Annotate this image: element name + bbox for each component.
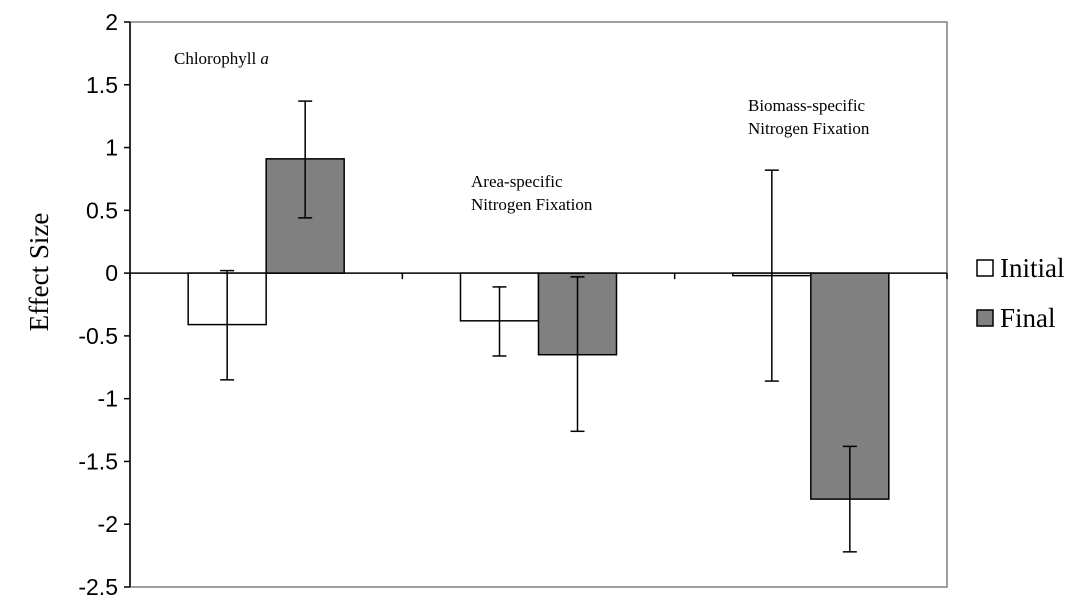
- error-bar-initial-2: [492, 286, 507, 357]
- error-bar-initial-1: [220, 269, 235, 381]
- annotation-1: Chlorophyll a: [174, 49, 269, 68]
- y-tick-label: 1: [105, 135, 118, 161]
- y-tick-label: 0: [105, 260, 118, 286]
- y-axis-label: Effect Size: [24, 213, 54, 332]
- y-tick-label: -2: [98, 511, 118, 537]
- y-tick-label: -2.5: [78, 574, 118, 600]
- y-tick-label: 1.5: [86, 72, 118, 98]
- legend-swatch: [976, 309, 994, 327]
- legend-swatch: [976, 259, 994, 277]
- annotation-3: Biomass-specific Nitrogen Fixation: [748, 96, 870, 138]
- y-tick-label: 2: [105, 9, 118, 35]
- legend: Initial Final: [976, 253, 1064, 333]
- annotation-line: Area-specific: [471, 172, 563, 191]
- error-bar-initial-3: [764, 169, 779, 382]
- annotation-text: Chlorophyll: [174, 49, 260, 68]
- annotation-text: a: [260, 49, 269, 68]
- y-tick-label: -1: [98, 386, 118, 412]
- y-axis: 2 1.5 1 0.5 0 -0.5 -1 -1.5 -2 -2.5: [78, 9, 131, 600]
- category-annotations: Chlorophyll a Area-specific Nitrogen Fixat…: [174, 49, 870, 214]
- annotation-2: Area-specific Nitrogen Fixation: [471, 172, 593, 214]
- y-tick-label: -0.5: [78, 323, 118, 349]
- legend-item-initial: Initial: [976, 253, 1064, 283]
- y-tick-label: -1.5: [78, 448, 118, 474]
- annotation-line: Nitrogen Fixation: [471, 195, 593, 214]
- error-bar-final-1: [298, 100, 313, 219]
- legend-item-final: Final: [976, 303, 1056, 333]
- y-tick-label: 0.5: [86, 197, 118, 223]
- error-bar-final-3: [842, 445, 857, 553]
- annotation-line: Biomass-specific: [748, 96, 866, 115]
- error-bar-final-2: [570, 276, 585, 433]
- legend-label: Final: [1000, 303, 1056, 333]
- legend-label: Initial: [1000, 253, 1064, 283]
- annotation-line: Nitrogen Fixation: [748, 119, 870, 138]
- error-bars: [220, 100, 857, 553]
